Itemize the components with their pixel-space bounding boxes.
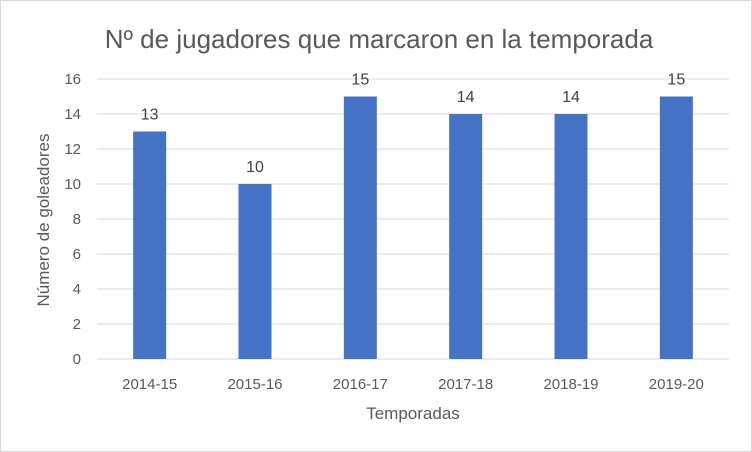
y-tick-label: 8	[73, 211, 81, 228]
y-axis-ticks: 0 2 4 6 8 10 12 14 16	[64, 71, 81, 368]
data-labels: 13 10 15 14 14 15	[141, 72, 686, 177]
bars	[133, 96, 693, 359]
x-tick-label: 2014-15	[122, 376, 177, 393]
bar	[343, 96, 377, 359]
x-tick-label: 2016-17	[333, 376, 388, 393]
y-tick-label: 2	[73, 316, 81, 333]
x-tick-label: 2018-19	[543, 376, 598, 393]
chart-title: Nº de jugadores que marcaron en la tempo…	[105, 24, 654, 54]
bar	[133, 131, 167, 359]
y-tick-label: 16	[64, 71, 81, 88]
bar	[238, 184, 272, 359]
data-label: 14	[457, 89, 475, 106]
y-tick-label: 12	[64, 141, 81, 158]
x-axis-title: Temporadas	[366, 404, 460, 423]
bar	[554, 114, 588, 359]
x-tick-label: 2019-20	[649, 376, 704, 393]
y-axis-title: Número de goleadores	[34, 134, 53, 307]
data-label: 10	[246, 159, 264, 176]
bar	[659, 96, 693, 359]
y-tick-label: 14	[64, 106, 81, 123]
y-tick-label: 10	[64, 176, 81, 193]
data-label: 13	[141, 107, 159, 124]
data-label: 15	[667, 72, 685, 89]
bar	[449, 114, 483, 359]
x-axis-ticks: 2014-15 2015-16 2016-17 2017-18 2018-19 2019-…	[122, 376, 704, 393]
x-tick-label: 2017-18	[438, 376, 493, 393]
y-tick-label: 6	[73, 246, 81, 263]
data-label: 15	[351, 72, 369, 89]
data-label: 14	[562, 89, 580, 106]
gridlines	[97, 78, 729, 360]
x-tick-label: 2015-16	[227, 376, 282, 393]
y-tick-label: 0	[73, 351, 81, 368]
y-tick-label: 4	[73, 281, 81, 298]
